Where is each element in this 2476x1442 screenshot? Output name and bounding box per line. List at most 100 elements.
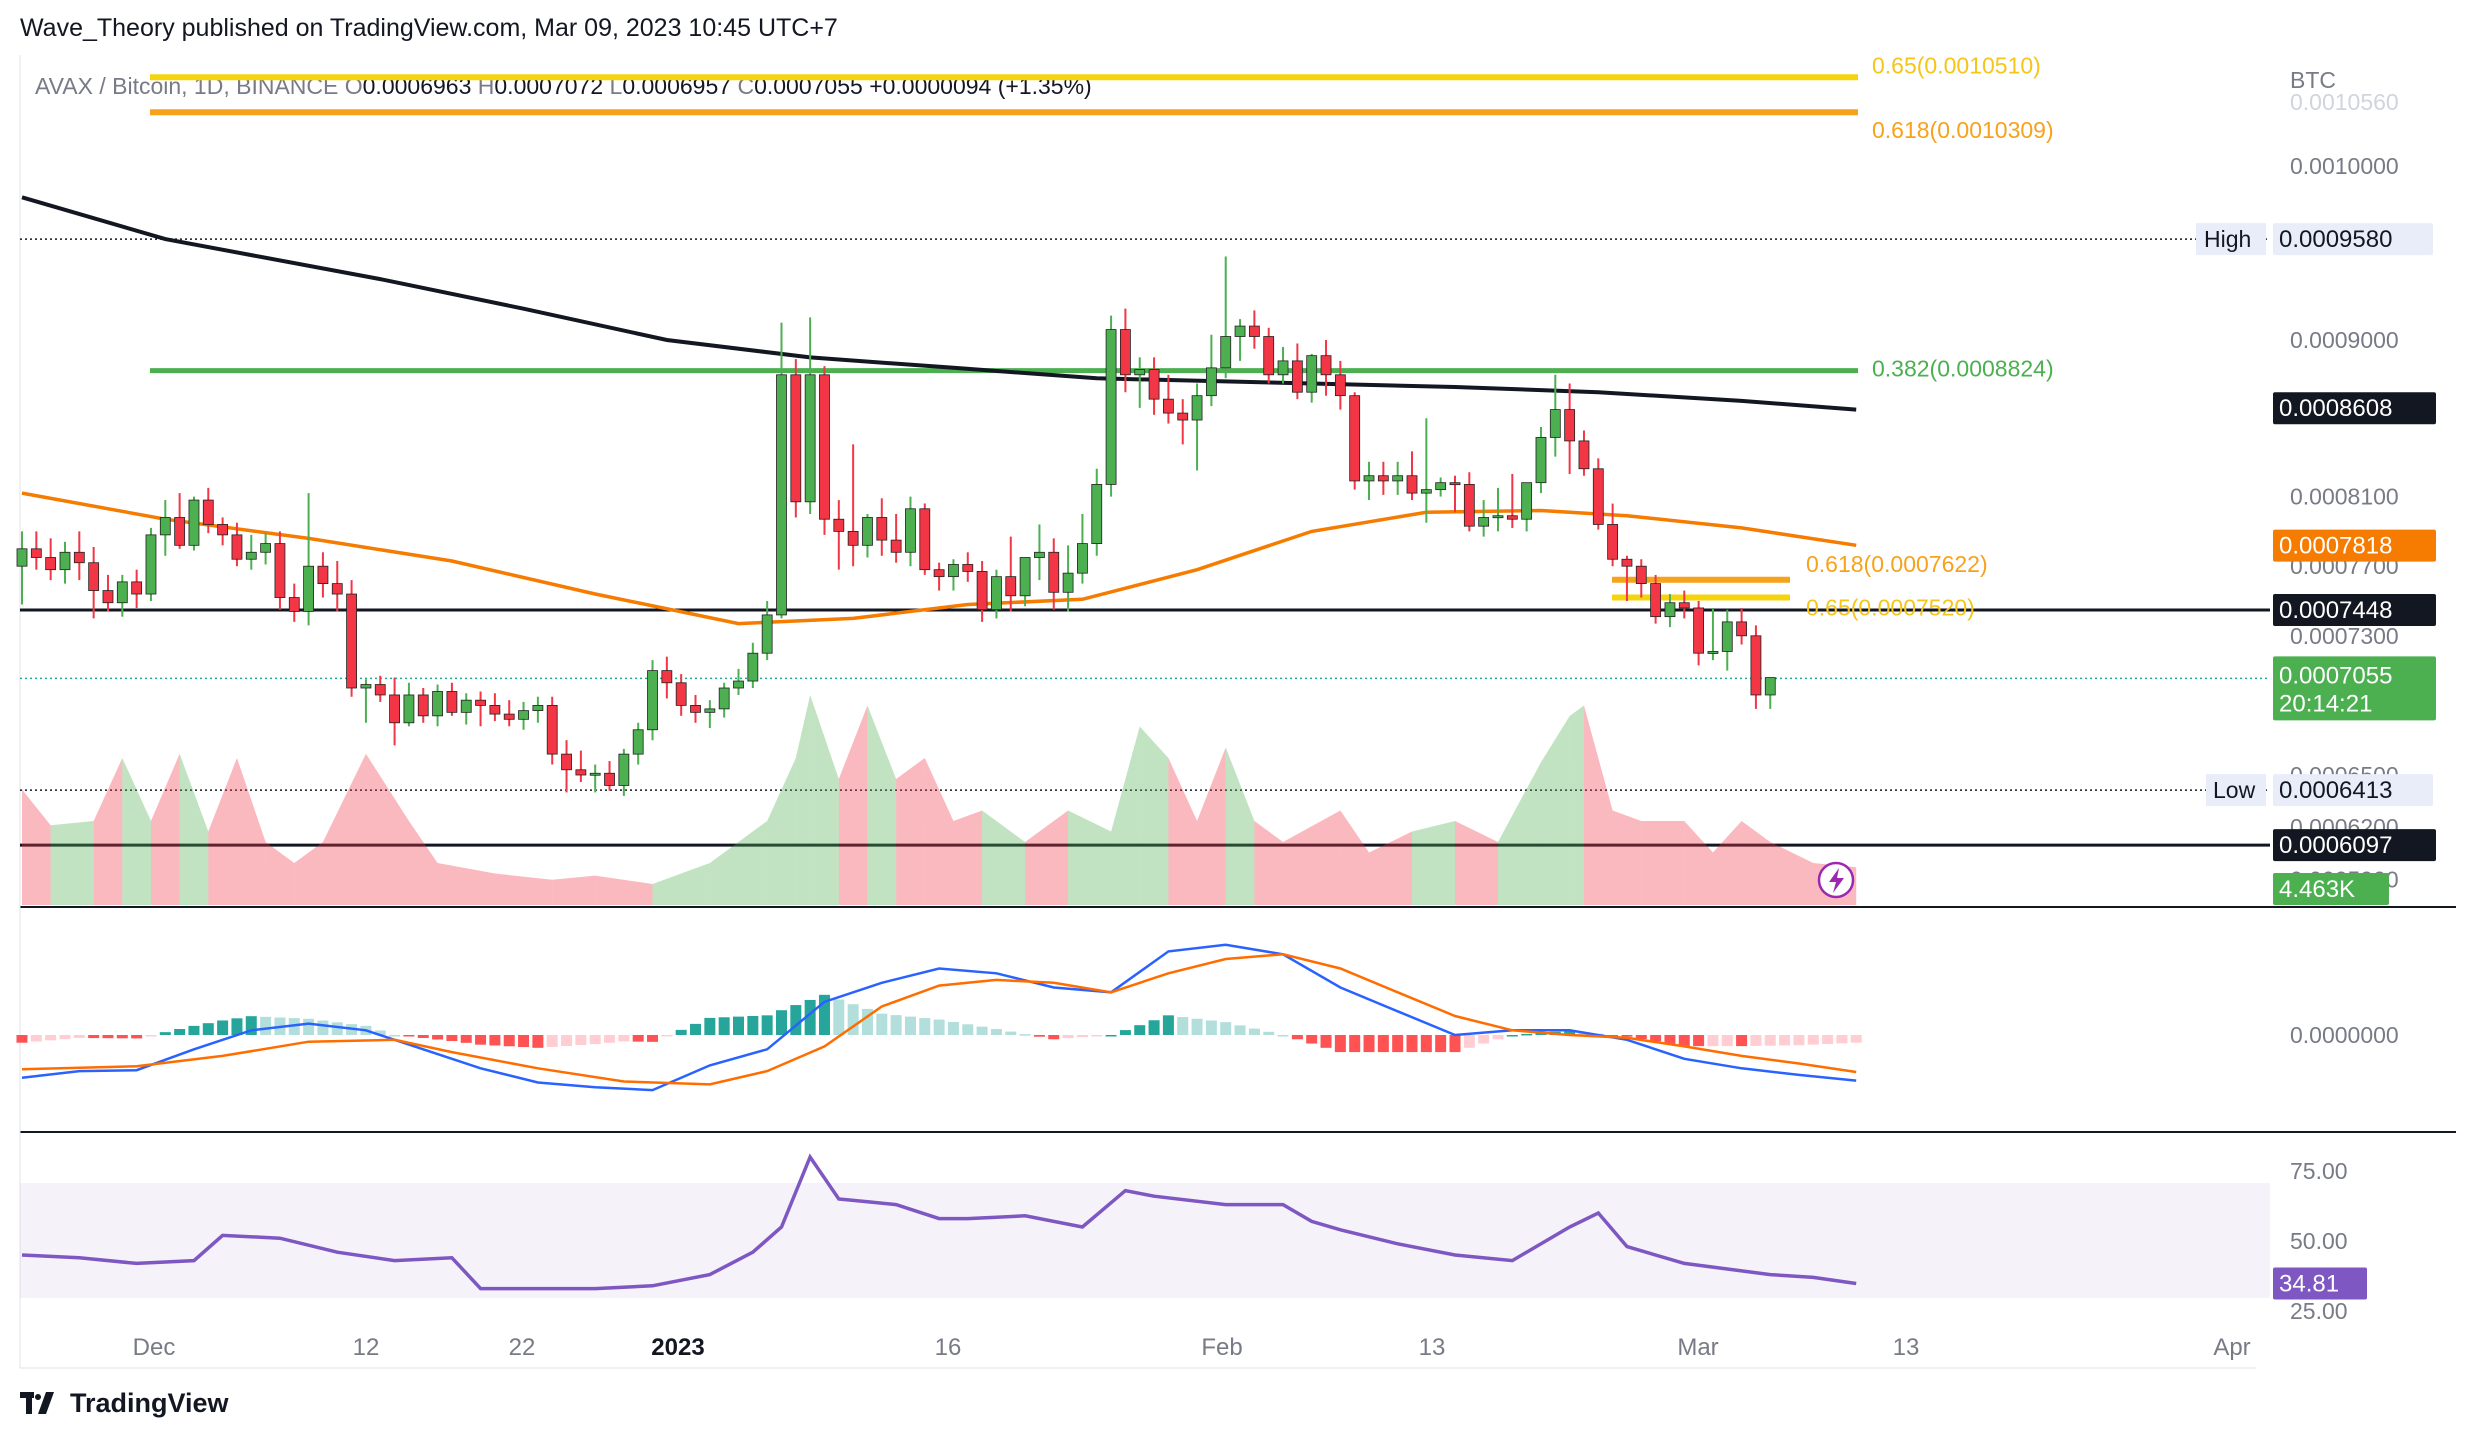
- volume-area: [236, 758, 266, 905]
- candle-body: [833, 518, 845, 532]
- volume-area: [867, 705, 897, 905]
- macd-histogram-bar: [1406, 1035, 1418, 1053]
- volume-area: [494, 873, 553, 905]
- candle-body: [1693, 607, 1705, 654]
- candle-body: [245, 551, 257, 560]
- high-tag-bg: [2196, 223, 2266, 256]
- volume-area: [595, 875, 653, 905]
- macd-histogram-bar: [747, 1015, 759, 1035]
- candle-body: [1549, 409, 1561, 438]
- candle-body: [231, 534, 243, 560]
- candle-body: [604, 772, 615, 786]
- signal-line: [21, 953, 1857, 1086]
- candle-body: [933, 569, 945, 578]
- candle-body: [733, 680, 744, 689]
- candle-body: [174, 517, 186, 546]
- candle-body: [1535, 437, 1547, 484]
- candle-body: [1091, 484, 1103, 544]
- macd-histogram-bar: [1091, 1035, 1103, 1037]
- macd-histogram-bar: [1607, 1035, 1619, 1037]
- macd-histogram-bar: [647, 1035, 659, 1042]
- macd-histogram-bar: [1320, 1035, 1332, 1048]
- volume-area: [709, 821, 768, 905]
- volume-area: [265, 842, 295, 905]
- macd-histogram-bar: [690, 1023, 702, 1035]
- candle-body: [1077, 543, 1088, 574]
- macd-histogram-bar: [1750, 1035, 1762, 1046]
- rsi-tick: 50.00: [2290, 1228, 2348, 1254]
- candle-body: [303, 565, 315, 612]
- macd-histogram-bar: [546, 1035, 558, 1047]
- volume-area: [93, 758, 123, 905]
- volume-area: [982, 810, 1026, 905]
- candle-body: [819, 374, 830, 520]
- macd-histogram-bar: [1005, 1031, 1017, 1035]
- candle-body: [202, 499, 214, 525]
- rsi-value-bg: [2273, 1267, 2367, 1300]
- macd-histogram-bar: [1736, 1035, 1748, 1047]
- candle-body: [962, 564, 974, 572]
- candle-body: [417, 694, 429, 717]
- macd-histogram-bar: [1392, 1035, 1404, 1053]
- macd-histogram-bar: [145, 1035, 157, 1037]
- candle-body: [1163, 398, 1174, 414]
- volume-area: [1111, 726, 1140, 905]
- macd-histogram-bar: [761, 1015, 773, 1035]
- candle-body: [1564, 409, 1576, 442]
- macd-histogram-bar: [861, 1008, 873, 1035]
- volume-tag: 4.463K: [2279, 876, 2355, 903]
- macd-histogram-bar: [288, 1018, 300, 1035]
- current-price-bg: [2273, 656, 2436, 721]
- tradingview-logo-icon: [20, 1391, 60, 1416]
- rsi-line: [21, 1153, 1857, 1291]
- candle-body: [690, 705, 701, 713]
- candle-body: [1148, 369, 1160, 400]
- macd-histogram-bar: [432, 1035, 444, 1040]
- candle-body: [532, 705, 544, 712]
- candle-body: [446, 691, 458, 713]
- price-label-0: 0.0008608: [2279, 395, 2392, 422]
- candle-body: [288, 597, 300, 612]
- macd-histogram-bar: [503, 1035, 515, 1047]
- candle-body: [1721, 621, 1733, 652]
- volume-area: [1641, 821, 1685, 905]
- candle-body: [1034, 551, 1045, 558]
- macd-histogram-bar: [1220, 1022, 1232, 1035]
- macd-histogram-bar: [1377, 1035, 1389, 1053]
- macd-histogram-bar: [1191, 1018, 1203, 1035]
- candle-body: [575, 769, 587, 776]
- candle-body: [1478, 517, 1490, 527]
- macd-histogram-bar: [131, 1035, 143, 1039]
- candle-body: [1334, 374, 1346, 397]
- candle-body: [876, 517, 888, 541]
- candle-body: [374, 684, 386, 696]
- volume-area: [322, 753, 366, 905]
- low-value-tag: 0.0006413: [2279, 777, 2392, 804]
- candle-body: [1650, 583, 1662, 618]
- macd-histogram-bar: [1764, 1035, 1776, 1046]
- tradingview-brand[interactable]: TradingView: [20, 1388, 229, 1419]
- time-axis-tick: Dec: [133, 1334, 176, 1361]
- macd-histogram-bar: [876, 1013, 888, 1035]
- macd-histogram-bar: [1635, 1035, 1647, 1040]
- macd-histogram-bar: [1162, 1015, 1174, 1035]
- volume-area: [1455, 821, 1498, 905]
- macd-histogram-bar: [1478, 1035, 1490, 1044]
- macd-histogram-bar: [1664, 1035, 1676, 1044]
- macd-histogram-bar: [518, 1035, 530, 1048]
- macd-histogram-bar: [618, 1035, 630, 1042]
- macd-histogram-bar: [1506, 1035, 1518, 1037]
- candle-body: [159, 517, 171, 536]
- macd-histogram-bar: [1836, 1035, 1848, 1044]
- price-label-2: 0.0007448: [2279, 597, 2392, 624]
- candle-body: [1248, 325, 1260, 337]
- candle-body: [1134, 369, 1146, 376]
- macd-histogram-bar: [317, 1020, 329, 1035]
- candle-body: [948, 564, 959, 578]
- macd-histogram-bar: [231, 1018, 243, 1035]
- candle-body: [804, 374, 816, 503]
- macd-histogram-bar: [88, 1035, 100, 1039]
- low-tag-bg: [2206, 774, 2266, 807]
- candle-body: [1621, 558, 1633, 567]
